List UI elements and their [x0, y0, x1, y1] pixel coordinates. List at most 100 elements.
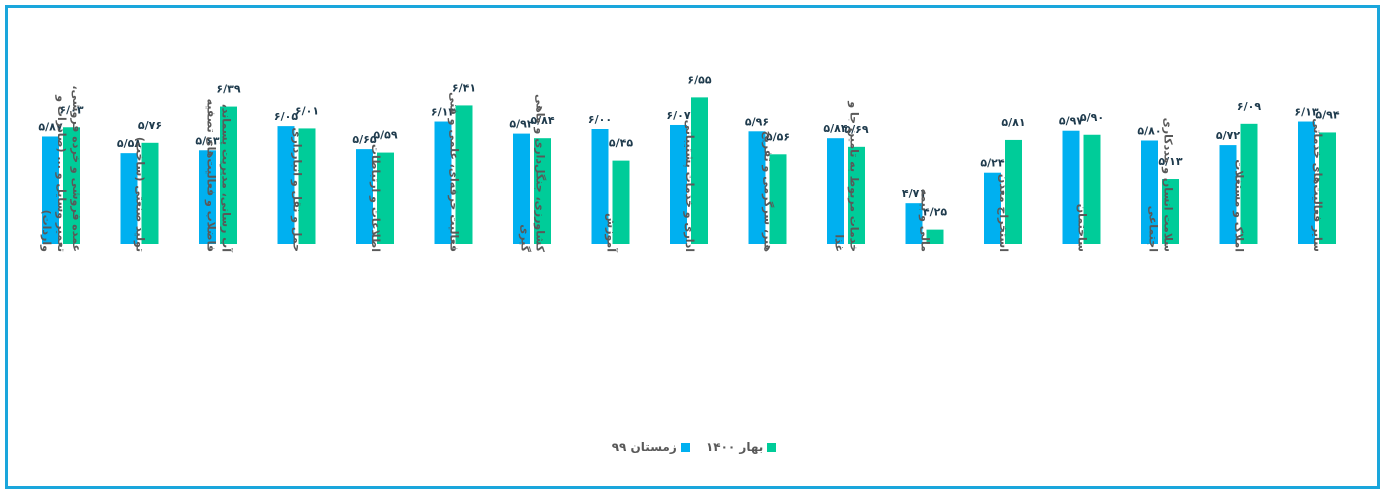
- value-label-series2-8: ۶/۵۵: [687, 73, 711, 86]
- category-label-7: آموزش: [605, 213, 619, 252]
- value-label-series2-15: ۶/۰۹: [1237, 100, 1261, 113]
- value-label-series1-2: ۵/۶۳: [195, 134, 219, 147]
- category-label-1: تولید صنعتی (ساخت): [134, 137, 147, 252]
- category-label-line: استخراج معدن: [996, 174, 1010, 252]
- bar-series2-4: [377, 152, 394, 244]
- value-label-series1-3: ۶/۰۵: [274, 110, 298, 123]
- value-label-series1-11: ۴/۷۱: [902, 187, 926, 200]
- legend-label-series2: بهار ۱۴۰۰: [705, 440, 764, 454]
- category-label-line: اداری و خدمات پشتیبانی: [683, 120, 696, 252]
- bar-series2-15: [1240, 123, 1258, 244]
- category-label-line: اطلاعات و ارتباطات: [369, 144, 382, 252]
- value-label-series1-10: ۵/۸۴: [823, 122, 847, 135]
- category-label-15: املاک و مستغلات: [1233, 159, 1246, 252]
- chart-frame: [5, 5, 1380, 489]
- bar-series1-13: [1062, 130, 1080, 244]
- category-label-line: ساختمان: [1076, 204, 1089, 252]
- bar-series1-14: [1141, 140, 1158, 244]
- legend: بهار ۱۴۰۰ زمستان ۹۹: [0, 440, 1388, 454]
- category-label-line: کشاورزی، جنگل‌داری و ماهی: [534, 94, 547, 253]
- value-label-series1-15: ۵/۷۲: [1216, 129, 1240, 142]
- category-label-line: خدمات مربوط به تامین جا و: [848, 100, 861, 252]
- category-label-8: اداری و خدمات پشتیبانی: [683, 120, 696, 252]
- value-label-series2-0: ۶/۰۳: [59, 103, 83, 116]
- value-label-series2-4: ۵/۵۹: [373, 129, 397, 142]
- bar-series1-9: [748, 131, 766, 244]
- bar-series2-1: [141, 142, 159, 244]
- category-label-line: واردات): [40, 210, 53, 253]
- value-label-series2-11: ۴/۲۵: [923, 206, 947, 219]
- category-label-12: استخراج معدن: [996, 174, 1010, 252]
- category-label-line: سلامت انسان و مددکاری: [1162, 118, 1175, 252]
- legend-item-series2: بهار ۱۴۰۰: [705, 440, 777, 454]
- bar-series1-7: [591, 129, 609, 244]
- bar-series2-10: [848, 146, 865, 244]
- value-label-series1-12: ۵/۲۴: [980, 157, 1004, 170]
- bar-series2-8: [691, 97, 708, 244]
- bar-series1-1: [120, 153, 138, 244]
- bar-series2-3: [298, 128, 316, 244]
- category-label-3: حمل و نقل و انبارداری: [291, 127, 304, 252]
- value-label-series1-14: ۵/۸۰: [1137, 125, 1161, 138]
- category-labels-layer: عمده فروشی و خرده فروشی،تعمیر وسایل و ..…: [40, 85, 1324, 252]
- value-label-series2-6: ۵/۸۴: [530, 114, 554, 127]
- bar-series1-3: [277, 126, 295, 244]
- category-label-line: فاضلاب و فعالیت‌های تصفیه: [205, 99, 218, 252]
- bar-series1-2: [199, 150, 216, 244]
- category-label-16: سایر فعالیت‌های خدماتی: [1311, 118, 1324, 252]
- bar-series2-13: [1083, 134, 1101, 244]
- value-label-series2-7: ۵/۴۵: [609, 137, 633, 150]
- category-label-line: املاک و مستغلات: [1233, 159, 1246, 252]
- value-label-series1-1: ۵/۵۸: [117, 137, 141, 150]
- category-label-line: حمل و نقل و انبارداری: [291, 127, 304, 252]
- bar-series2-5: [455, 105, 473, 244]
- bar-series1-15: [1219, 145, 1237, 244]
- value-labels-layer: ۵/۸۷ ۶/۰۳ ۵/۵۸ ۵/۷۶ ۵/۶۳ ۶/۳۹ ۶/۰۵۶/۰۱ ۵/۶۵۵/۵۹…: [38, 73, 1339, 218]
- bar-series1-0: [42, 136, 59, 244]
- bar-series2-16: [1319, 132, 1336, 244]
- category-label-0: عمده فروشی و خرده فروشی،تعمیر وسایل و ..…: [40, 85, 83, 252]
- bars-layer: [42, 97, 1336, 244]
- bar-series2-2: [220, 106, 237, 244]
- value-label-series2-3: ۶/۰۱: [295, 104, 319, 117]
- category-label-line: فعالیت حرفه‌ای، علمی و فنی: [448, 92, 461, 252]
- value-label-series1-9: ۵/۹۶: [745, 115, 769, 128]
- category-label-11: مالی و بیمه: [919, 189, 932, 252]
- category-label-line: گیری: [519, 224, 532, 252]
- value-label-series2-14: ۵/۱۳: [1158, 155, 1182, 168]
- value-label-series2-13: ۵/۹۰: [1080, 111, 1104, 124]
- legend-swatch-series1: [680, 443, 690, 452]
- bar-series2-6: [534, 138, 551, 244]
- bar-series1-12: [984, 172, 1001, 244]
- value-label-series2-16: ۵/۹۴: [1315, 108, 1339, 121]
- value-label-series2-12: ۵/۸۱: [1001, 116, 1025, 129]
- bar-series1-11: [905, 203, 923, 244]
- value-label-series1-8: ۶/۰۷: [666, 109, 690, 122]
- value-label-series2-5: ۶/۴۱: [452, 81, 476, 94]
- legend-swatch-series2: [767, 443, 777, 452]
- bar-series1-16: [1298, 121, 1315, 244]
- value-label-series1-16: ۶/۱۳: [1294, 106, 1318, 119]
- bar-series1-4: [356, 149, 373, 244]
- category-label-line: سایر فعالیت‌های خدماتی: [1311, 118, 1324, 252]
- bar-series1-5: [434, 121, 452, 244]
- value-label-series2-9: ۵/۵۶: [766, 130, 790, 143]
- value-label-series1-6: ۵/۹۲: [509, 118, 533, 131]
- value-label-series1-5: ۶/۱۳: [431, 106, 455, 119]
- category-label-9: هنر، سرگرمی و تفریح: [762, 131, 775, 252]
- category-label-line: مالی و بیمه: [919, 189, 932, 252]
- category-label-line: غذا: [833, 234, 846, 252]
- value-label-series1-13: ۵/۹۷: [1059, 115, 1083, 128]
- legend-item-series1: زمستان ۹۹: [612, 440, 690, 454]
- value-label-series2-1: ۵/۷۶: [138, 119, 162, 132]
- bar-series2-12: [1005, 139, 1022, 244]
- category-label-line: تولید صنعتی (ساخت): [134, 137, 147, 252]
- category-label-line: آب رسانی، مدیریت پسماند،: [220, 104, 234, 253]
- bar-series1-8: [670, 124, 687, 244]
- category-label-line: تعمیر وسایل و ... (صادرات و: [55, 94, 68, 252]
- bar-series2-11: [926, 229, 944, 244]
- value-label-series1-4: ۵/۶۵: [352, 133, 376, 146]
